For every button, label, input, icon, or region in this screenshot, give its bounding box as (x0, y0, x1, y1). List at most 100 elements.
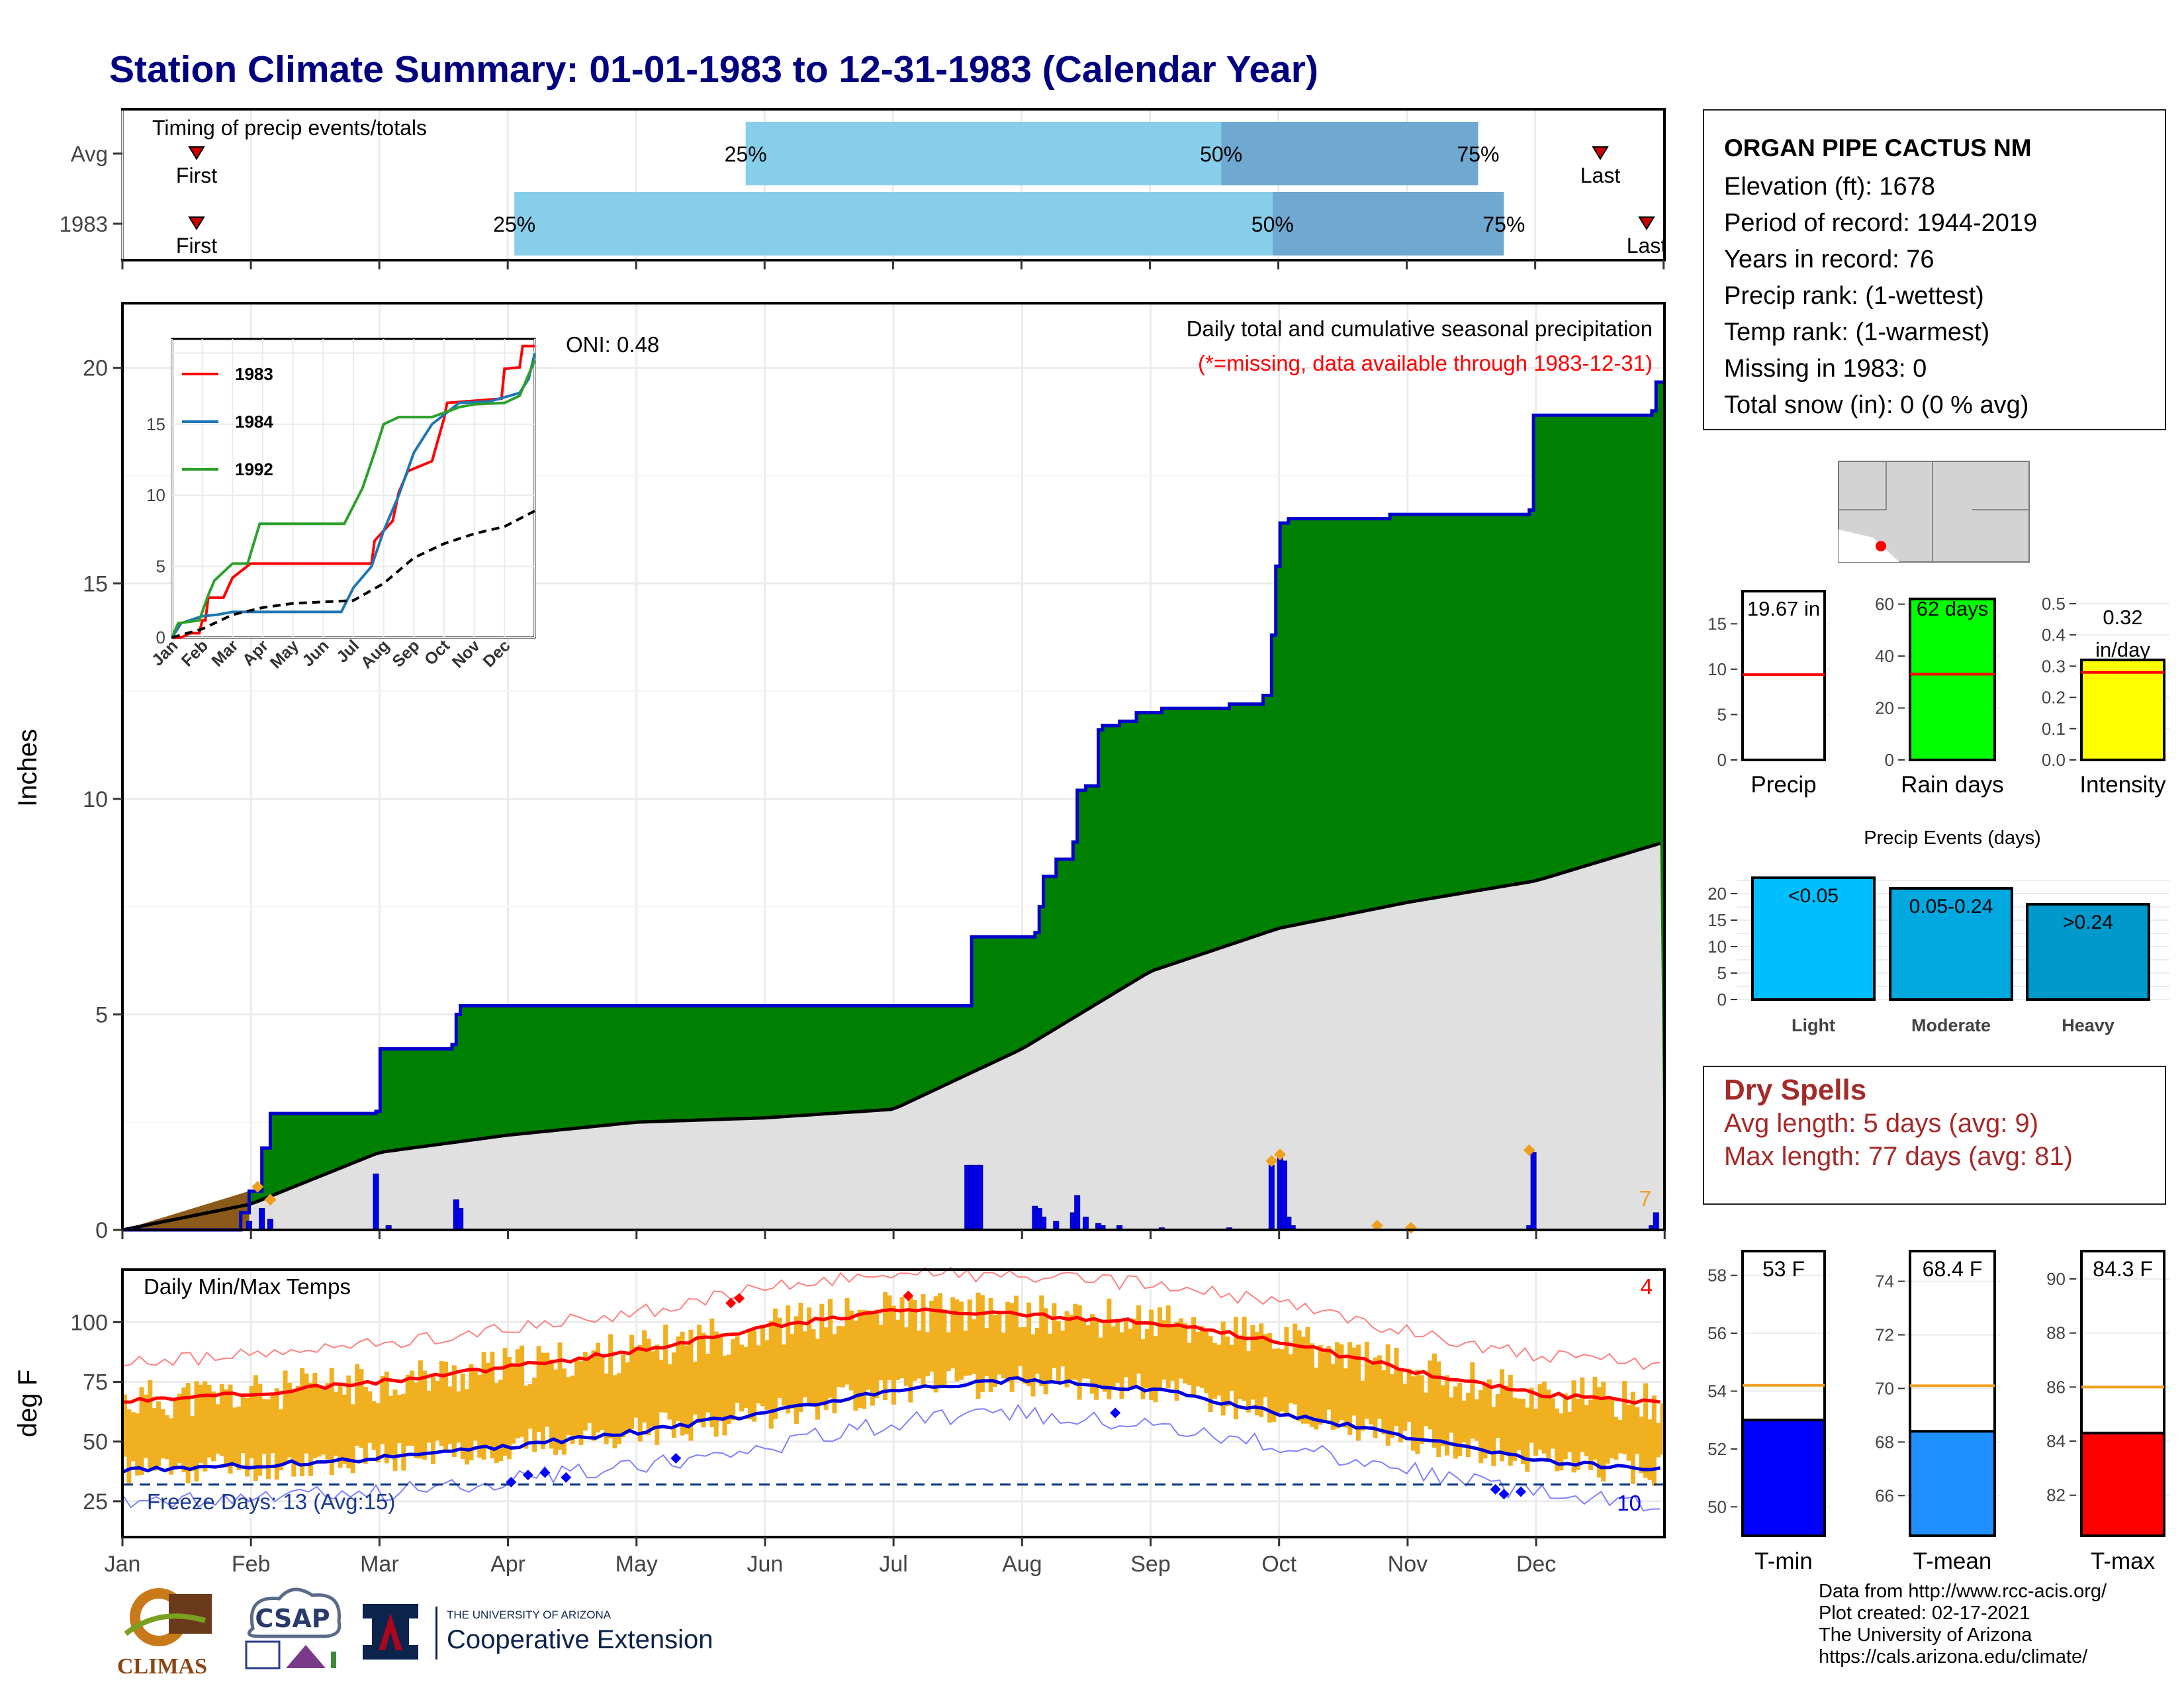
daily-temp-bar (1335, 1342, 1340, 1429)
mini-y-tick: 0 (1717, 750, 1727, 770)
daily-temp-bar (1453, 1386, 1458, 1459)
daily-temp-bar (1491, 1407, 1496, 1466)
station-location-dot (1876, 541, 1886, 551)
daily-temp-bar (498, 1380, 504, 1462)
hot-day-marker (725, 1297, 737, 1309)
daily-temp-bar (1060, 1331, 1066, 1367)
first-event-marker (188, 216, 205, 230)
month-tick-label: Dec (1516, 1552, 1556, 1577)
inset-line-1983 (172, 344, 535, 639)
daily-temp-bar (841, 1326, 846, 1387)
daily-temp-bar (828, 1299, 833, 1398)
daily-temp-bar (582, 1352, 588, 1431)
daily-temp-bar (1504, 1385, 1509, 1454)
daily-temp-bar (1128, 1329, 1133, 1389)
freeze-day-marker (522, 1470, 533, 1481)
daily-temp-bar (1208, 1336, 1213, 1412)
dry-spells-title: Dry Spells (1724, 1074, 1867, 1106)
daily-temp-bar (1356, 1344, 1361, 1441)
temp-bar-y-tick: 74 (1875, 1272, 1894, 1291)
daily-temp-bar (739, 1344, 744, 1412)
quartile-50-label: 50% (1200, 142, 1242, 166)
daily-temp-bar (1271, 1348, 1277, 1422)
daily-temp-bar (1601, 1382, 1606, 1482)
daily-temp-bar (511, 1363, 516, 1444)
daily-temp-bar (1301, 1336, 1306, 1424)
mini-bar (1909, 597, 1996, 761)
timing-row-label: Avg (71, 142, 108, 166)
daily-temp-bar (490, 1351, 495, 1459)
daily-temp-bar (350, 1404, 355, 1474)
daily-temp-bar (612, 1375, 617, 1449)
daily-temp-bar (274, 1388, 279, 1480)
daily-temp-bar (405, 1374, 410, 1446)
daily-temp-bar (697, 1325, 702, 1423)
daily-temp-bar (211, 1391, 216, 1462)
oni-label: ONI: 0.48 (566, 332, 659, 357)
daily-temp-bar (1009, 1303, 1015, 1392)
daily-temp-bar (1465, 1393, 1471, 1458)
daily-temp-bar (811, 1329, 816, 1403)
events-y-tick: 5 (1717, 963, 1727, 983)
daily-temp-bar (1635, 1407, 1640, 1454)
station-map (1838, 461, 2030, 563)
daily-temp-bar (236, 1406, 242, 1470)
daily-temp-bar (414, 1382, 419, 1459)
daily-precip-bar (1082, 1216, 1089, 1231)
credits: Data from http://www.rcc-acis.org/ Plot … (1819, 1581, 2107, 1668)
last-event-label: Last (1580, 164, 1621, 187)
mini-bar-label: Rain days (1901, 772, 2004, 798)
daily-temp-bar (334, 1391, 339, 1456)
daily-temp-bar (1043, 1308, 1048, 1395)
daily-temp-bar (1238, 1335, 1243, 1399)
daily-temp-bar (655, 1344, 660, 1445)
heavy-event-marker (1274, 1149, 1287, 1161)
daily-precip-bar (1074, 1195, 1081, 1231)
daily-temp-bar (152, 1408, 157, 1471)
daily-precip-bar (259, 1207, 265, 1231)
month-tick-label: Jun (747, 1552, 784, 1577)
daily-temp-bar (823, 1327, 829, 1410)
daily-temp-bar (1144, 1329, 1150, 1388)
daily-temp-bar (367, 1391, 373, 1443)
daily-precip-bar (1040, 1216, 1047, 1231)
daily-precip-bar (1653, 1212, 1659, 1231)
temp-bar-y-tick: 56 (1707, 1323, 1727, 1343)
month-tick-label: Feb (232, 1552, 271, 1577)
mini-value-label: in/day (2095, 638, 2150, 661)
daily-temp-bar (1094, 1317, 1099, 1400)
daily-temp-bar (1018, 1327, 1023, 1366)
month-tick-label: Aug (1002, 1552, 1042, 1577)
daily-temp-bar (1500, 1369, 1505, 1462)
daily-temp-bar (1482, 1385, 1488, 1459)
daily-temp-bar (135, 1413, 140, 1476)
daily-temp-bar (786, 1305, 791, 1414)
daily-temp-bar (718, 1336, 723, 1419)
daily-temp-bar (1026, 1302, 1032, 1386)
daily-temp-bar (1259, 1323, 1264, 1417)
daily-temp-bar (1314, 1367, 1319, 1430)
freeze-day-marker (670, 1452, 682, 1464)
daily-temp-bar (148, 1380, 153, 1469)
daily-temp-bar (325, 1383, 330, 1460)
daily-temp-bar (701, 1333, 706, 1428)
events-category-label: Moderate (1911, 1015, 1991, 1035)
timing-panel-label: Timing of precip events/totals (152, 116, 427, 140)
daily-temp-bar (388, 1395, 394, 1458)
precip-y-axis-label: Inches (13, 729, 42, 807)
daily-temp-bar (676, 1336, 681, 1421)
daily-temp-bar (667, 1364, 672, 1420)
events-y-tick: 10 (1707, 937, 1727, 957)
daily-temp-bar (1174, 1321, 1179, 1401)
daily-temp-bar (1445, 1375, 1450, 1456)
daily-temp-bar (912, 1299, 917, 1381)
daily-temp-bar (1030, 1334, 1036, 1397)
temp-y-tick: 25 (83, 1489, 108, 1515)
inset-legend-label: 1984 (235, 412, 273, 432)
daily-temp-bar (1267, 1333, 1272, 1423)
temp-summary-bar: 50 52 54 56 58 53 F T-min (1707, 1246, 1830, 1574)
station-missing: Missing in 1983: 0 (1724, 355, 1927, 383)
daily-temp-bar (976, 1292, 981, 1399)
mini-y-tick: 0.0 (2042, 750, 2066, 770)
